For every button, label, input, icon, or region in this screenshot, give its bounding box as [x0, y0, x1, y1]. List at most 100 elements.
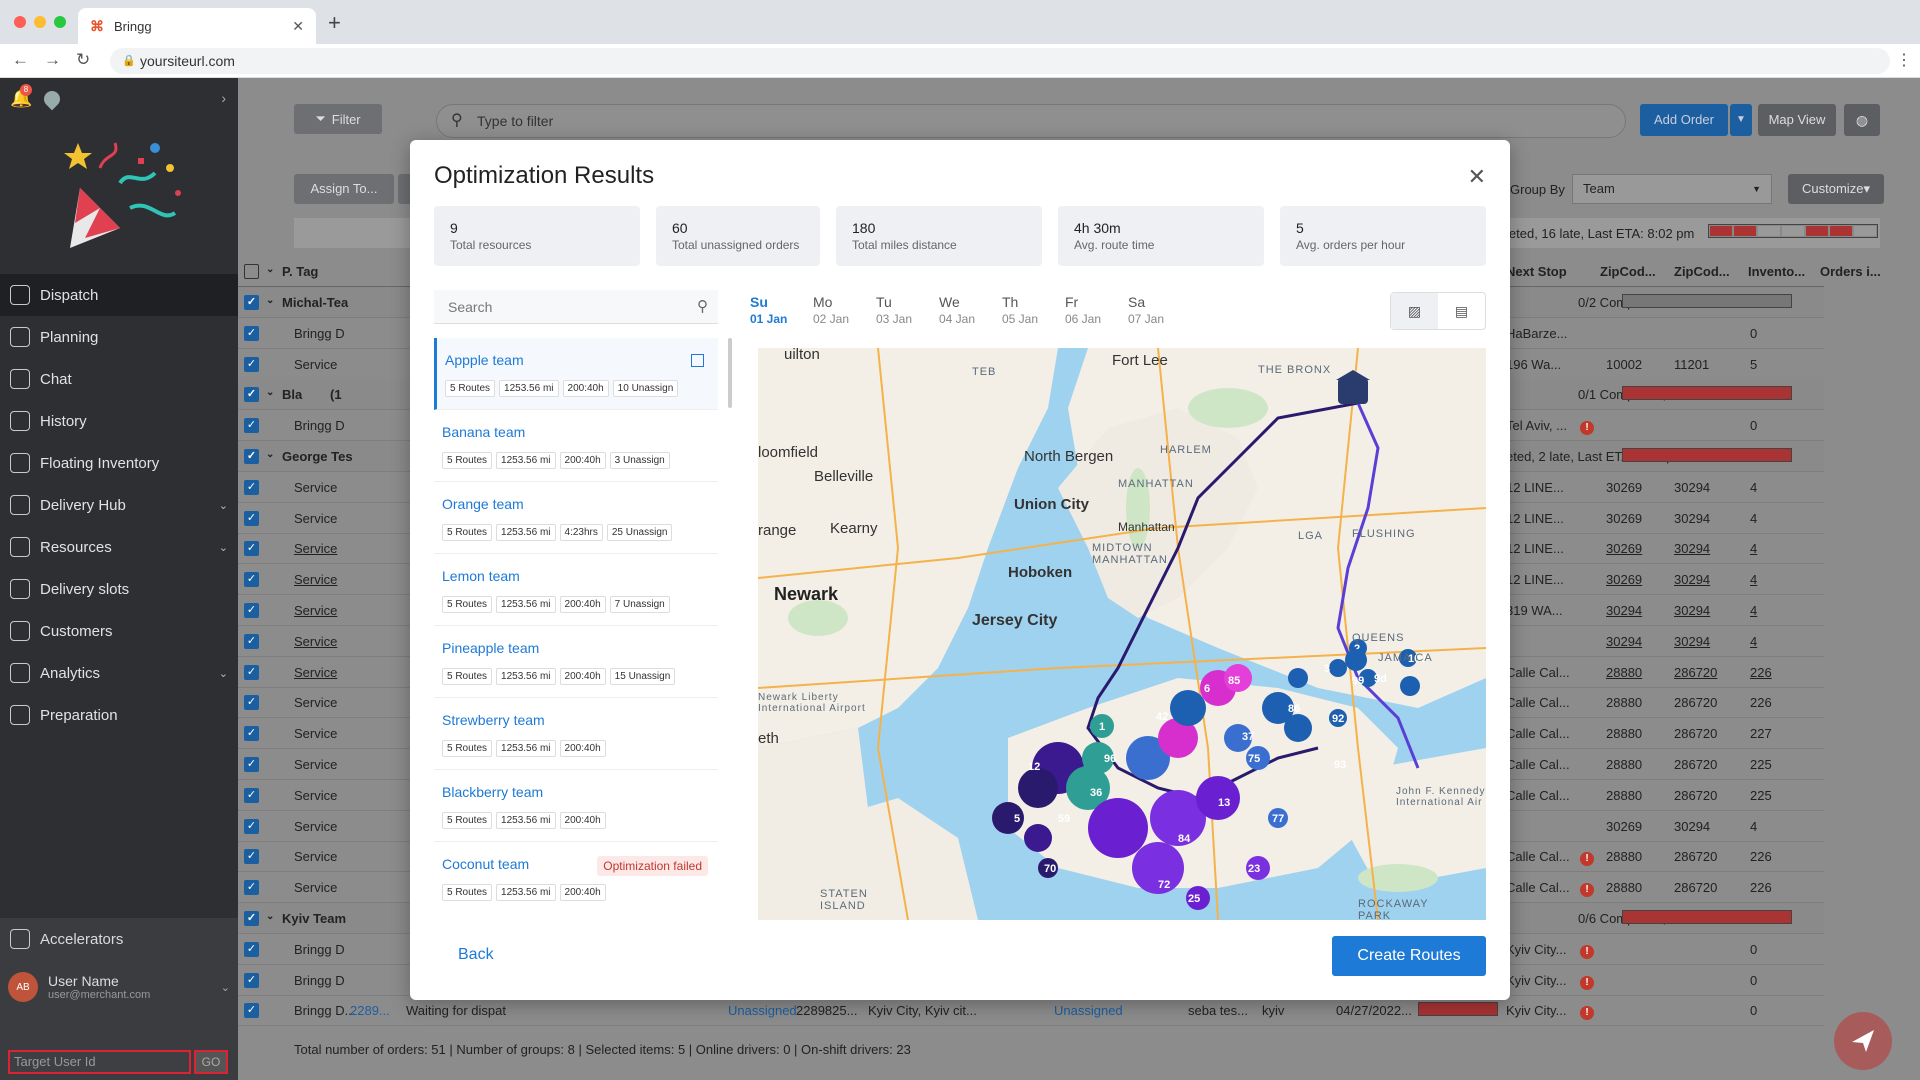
list-view-icon[interactable]: ▤	[1454, 303, 1469, 319]
team-item-lemon-team[interactable]: Lemon team 5 Routes 1253.56 mi 200:40h 7 Una…	[434, 554, 718, 626]
sidebar-item-planning[interactable]: Planning	[0, 316, 238, 358]
row-checkbox[interactable]: ✓	[244, 510, 259, 526]
row-checkbox[interactable]: ✓	[244, 941, 259, 957]
row-checkbox[interactable]: ✓	[244, 572, 259, 588]
day-tab-su[interactable]: Su 01 Jan	[750, 294, 813, 326]
filter-button[interactable]: ⏷ Filter	[294, 104, 382, 134]
row-checkbox[interactable]: ✓	[244, 787, 259, 803]
sidebar-item-accelerators[interactable]: Accelerators	[0, 918, 238, 960]
back-arrow-icon[interactable]: ←	[12, 50, 29, 69]
row-checkbox[interactable]: ✓	[244, 757, 259, 772]
col-next-stop[interactable]: Next Stop	[1506, 264, 1567, 279]
col-inventory[interactable]: Invento...	[1748, 264, 1806, 279]
sidebar-item-resources[interactable]: Resources ⌄	[0, 526, 238, 568]
close-tab-icon[interactable]: ✕	[292, 17, 304, 34]
team-item-coconut-team[interactable]: Coconut team 5 Routes 1253.56 mi 200:40h Opt…	[434, 842, 718, 904]
collapse-sidebar-icon[interactable]: ›	[221, 90, 226, 106]
group-by-select[interactable]: Team ▼	[1572, 174, 1772, 204]
target-user-input[interactable]: Target User Id	[8, 1050, 191, 1074]
open-external-icon[interactable]	[691, 354, 704, 367]
location-pin-icon[interactable]	[41, 87, 64, 110]
new-tab-icon[interactable]: +	[328, 10, 341, 35]
row-checkbox[interactable]: ✓	[244, 1003, 259, 1019]
row-checkbox[interactable]: ✓	[244, 479, 259, 495]
team-item-blackberry-team[interactable]: Blackberry team 5 Routes 1253.56 mi 200:40h	[434, 770, 718, 842]
back-button[interactable]: Back	[458, 946, 494, 963]
assign-to-button[interactable]: Assign To...	[294, 174, 394, 204]
row-checkbox[interactable]: ✓	[244, 387, 259, 403]
map-view-button[interactable]: Map View	[1758, 104, 1836, 136]
row-checkbox[interactable]: ✓	[244, 603, 259, 618]
type-filter-input[interactable]: ⚲ Type to filter	[436, 104, 1626, 138]
reload-icon[interactable]: ↻	[76, 50, 91, 69]
table-row[interactable]: ✓ Bringg D... 2289... Waiting for dispat Una…	[238, 995, 1824, 1027]
row-checkbox[interactable]: ✓	[244, 295, 259, 310]
close-icon[interactable]: ✕	[1467, 164, 1486, 189]
create-routes-button[interactable]: Create Routes	[1332, 936, 1486, 976]
customize-button[interactable]: Customize▾	[1788, 174, 1884, 204]
row-id[interactable]: 2289...	[350, 1003, 390, 1019]
day-tab-th[interactable]: Th 05 Jan	[1002, 294, 1065, 326]
sidebar-item-preparation[interactable]: Preparation	[0, 694, 238, 736]
chevron-down-icon[interactable]: ⌄	[266, 449, 275, 460]
maximize-window-button[interactable]	[54, 16, 66, 28]
row-checkbox[interactable]: ✓	[244, 418, 259, 434]
row-checkbox[interactable]: ✓	[244, 695, 259, 711]
day-tab-tu[interactable]: Tu 03 Jan	[876, 294, 939, 326]
user-menu[interactable]: AB User Name user@merchant.com ⌄	[0, 960, 238, 1014]
row-checkbox[interactable]: ✓	[244, 972, 259, 988]
sidebar-item-dispatch[interactable]: Dispatch	[0, 274, 238, 316]
chat-fab-button[interactable]	[1834, 1012, 1892, 1070]
forward-arrow-icon[interactable]: →	[44, 50, 61, 69]
team-search-input[interactable]: Search ⚲	[434, 290, 718, 324]
go-button[interactable]: GO	[194, 1050, 228, 1074]
add-order-dropdown-icon[interactable]: ▼	[1730, 104, 1752, 136]
day-tab-we[interactable]: We 04 Jan	[939, 294, 1002, 326]
col-zip2[interactable]: ZipCod...	[1674, 264, 1730, 279]
row-checkbox[interactable]: ✓	[244, 911, 259, 926]
sidebar-item-floating-inventory[interactable]: Floating Inventory	[0, 442, 238, 484]
col-orders[interactable]: Orders i...	[1820, 264, 1881, 279]
row-checkbox[interactable]: ✓	[244, 849, 259, 865]
team-item-pineapple-team[interactable]: Pineapple team 5 Routes 1253.56 mi 200:40h 1…	[434, 626, 718, 698]
browser-menu-icon[interactable]: ⋮	[1896, 52, 1912, 69]
day-tab-mo[interactable]: Mo 02 Jan	[813, 294, 876, 326]
day-tab-sa[interactable]: Sa 07 Jan	[1128, 294, 1191, 326]
row-checkbox[interactable]: ✓	[244, 325, 259, 341]
select-all-checkbox[interactable]	[244, 264, 259, 279]
row-checkbox[interactable]: ✓	[244, 356, 259, 372]
route-map[interactable]: 12 96 42 85 6 37 86 99 100 3 2 92 9d 75 …	[758, 348, 1486, 920]
col-tag[interactable]: P. Tag	[282, 264, 319, 279]
map-view-icon[interactable]: ▨	[1391, 293, 1438, 329]
day-tab-fr[interactable]: Fr 06 Jan	[1065, 294, 1128, 326]
team-item-strewberry-team[interactable]: Strewberry team 5 Routes 1253.56 mi 200:40h	[434, 698, 718, 770]
minimize-window-button[interactable]	[34, 16, 46, 28]
row-checkbox[interactable]: ✓	[244, 633, 259, 649]
sidebar-item-delivery-slots[interactable]: Delivery slots	[0, 568, 238, 610]
row-assign-dropdown[interactable]: Unassigned	[1054, 1003, 1123, 1019]
url-field[interactable]: 🔒 yoursiteurl.com	[110, 48, 1890, 74]
chevron-down-icon[interactable]: ⌄	[266, 911, 275, 922]
row-unassigned[interactable]: Unassigned	[728, 1003, 797, 1019]
row-checkbox[interactable]: ✓	[244, 726, 259, 742]
sidebar-item-chat[interactable]: Chat	[0, 358, 238, 400]
row-checkbox[interactable]: ✓	[244, 449, 259, 464]
assign-extra-button[interactable]	[398, 174, 412, 204]
row-checkbox[interactable]: ✓	[244, 880, 259, 896]
sidebar-item-customers[interactable]: Customers	[0, 610, 238, 652]
close-window-button[interactable]	[14, 16, 26, 28]
team-item-appple-team[interactable]: Appple team 5 Routes 1253.56 mi 200:40h 10 U…	[434, 338, 718, 410]
sidebar-item-delivery-hub[interactable]: Delivery Hub ⌄	[0, 484, 238, 526]
chevron-down-icon[interactable]: ⌄	[266, 387, 275, 399]
chevron-down-icon[interactable]: ⌄	[266, 295, 275, 306]
sidebar-item-history[interactable]: History	[0, 400, 238, 442]
col-zip1[interactable]: ZipCod...	[1600, 264, 1656, 279]
add-order-button[interactable]: Add Order	[1640, 104, 1728, 136]
row-checkbox[interactable]: ✓	[244, 664, 259, 680]
sidebar-item-analytics[interactable]: Analytics ⌄	[0, 652, 238, 694]
team-item-banana-team[interactable]: Banana team 5 Routes 1253.56 mi 200:40h 3 Un…	[434, 410, 718, 482]
bell-icon[interactable]: 🔔 8	[10, 84, 33, 108]
browser-tab[interactable]: ⌘ Bringg ✕	[78, 8, 316, 44]
row-checkbox[interactable]: ✓	[244, 818, 259, 834]
team-item-orange-team[interactable]: Orange team 5 Routes 1253.56 mi 4:23hrs 25 U…	[434, 482, 718, 554]
